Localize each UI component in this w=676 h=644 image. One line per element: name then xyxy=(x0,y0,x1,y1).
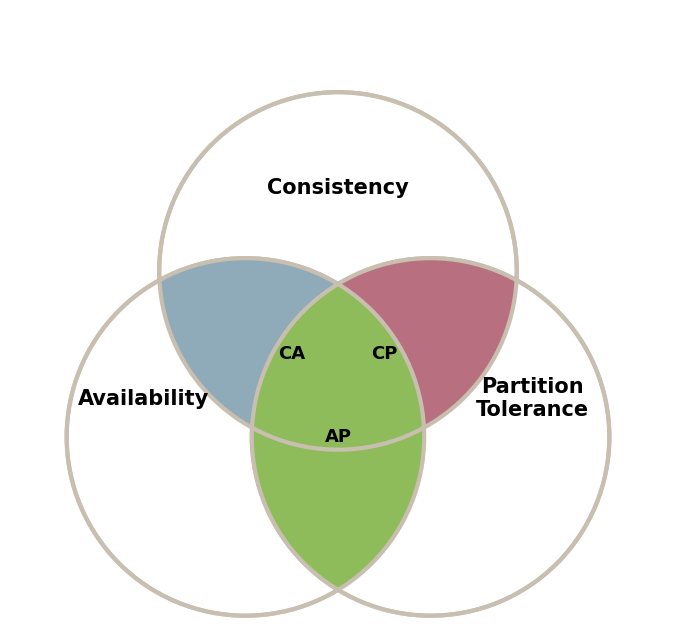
Text: CP: CP xyxy=(371,345,397,363)
Circle shape xyxy=(160,92,516,450)
Polygon shape xyxy=(252,258,516,450)
Text: CA: CA xyxy=(278,345,306,363)
Text: Availability: Availability xyxy=(78,388,209,408)
Text: Partition
Tolerance: Partition Tolerance xyxy=(476,377,589,421)
Text: AP: AP xyxy=(324,428,352,446)
Circle shape xyxy=(67,258,425,616)
Polygon shape xyxy=(160,258,424,450)
Polygon shape xyxy=(252,284,424,590)
Circle shape xyxy=(251,258,609,616)
Text: Consistency: Consistency xyxy=(267,178,409,198)
